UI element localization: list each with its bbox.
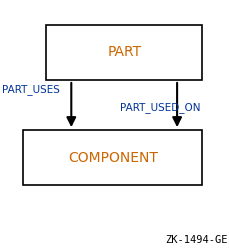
Text: PART: PART — [107, 46, 141, 60]
Text: PART_USED_ON: PART_USED_ON — [119, 102, 199, 113]
FancyBboxPatch shape — [46, 25, 202, 80]
Text: ZK-1494-GE: ZK-1494-GE — [164, 235, 227, 245]
FancyBboxPatch shape — [23, 130, 202, 185]
Text: PART_USES: PART_USES — [2, 84, 60, 96]
Text: COMPONENT: COMPONENT — [68, 150, 157, 164]
